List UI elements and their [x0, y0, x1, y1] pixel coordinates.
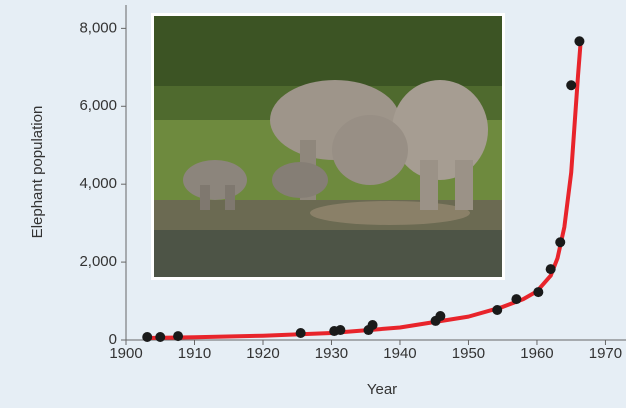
x-axis-label: Year [367, 381, 397, 398]
x-tick-label: 1970 [589, 345, 622, 362]
y-tick-label: 8,000 [79, 19, 117, 36]
photo [151, 13, 505, 280]
data-point [367, 320, 378, 331]
data-point [533, 287, 544, 298]
data-point [511, 294, 522, 305]
data-point [173, 331, 184, 342]
x-tick-label: 1940 [383, 345, 416, 362]
data-point [545, 264, 556, 275]
x-tick-label: 1950 [452, 345, 485, 362]
data-point [295, 327, 306, 338]
x-tick-label: 1910 [178, 345, 211, 362]
y-tick-label: 6,000 [79, 97, 117, 114]
x-tick-label: 1960 [520, 345, 553, 362]
data-point [335, 325, 346, 336]
fit-curve [146, 39, 583, 341]
x-tick-label: 1930 [315, 345, 348, 362]
y-tick-label: 4,000 [79, 175, 117, 192]
data-point [155, 332, 166, 343]
data-point [492, 305, 503, 316]
y-tick-label: 0 [109, 331, 117, 348]
data-point [555, 237, 566, 248]
y-axis-label: Elephant population [29, 106, 46, 239]
data-point [142, 332, 153, 343]
x-tick-label: 1900 [109, 345, 142, 362]
data-point [574, 36, 585, 47]
data-point [435, 311, 446, 322]
y-tick-label: 2,000 [79, 253, 117, 270]
x-tick-label: 1920 [246, 345, 279, 362]
data-point [566, 80, 577, 91]
